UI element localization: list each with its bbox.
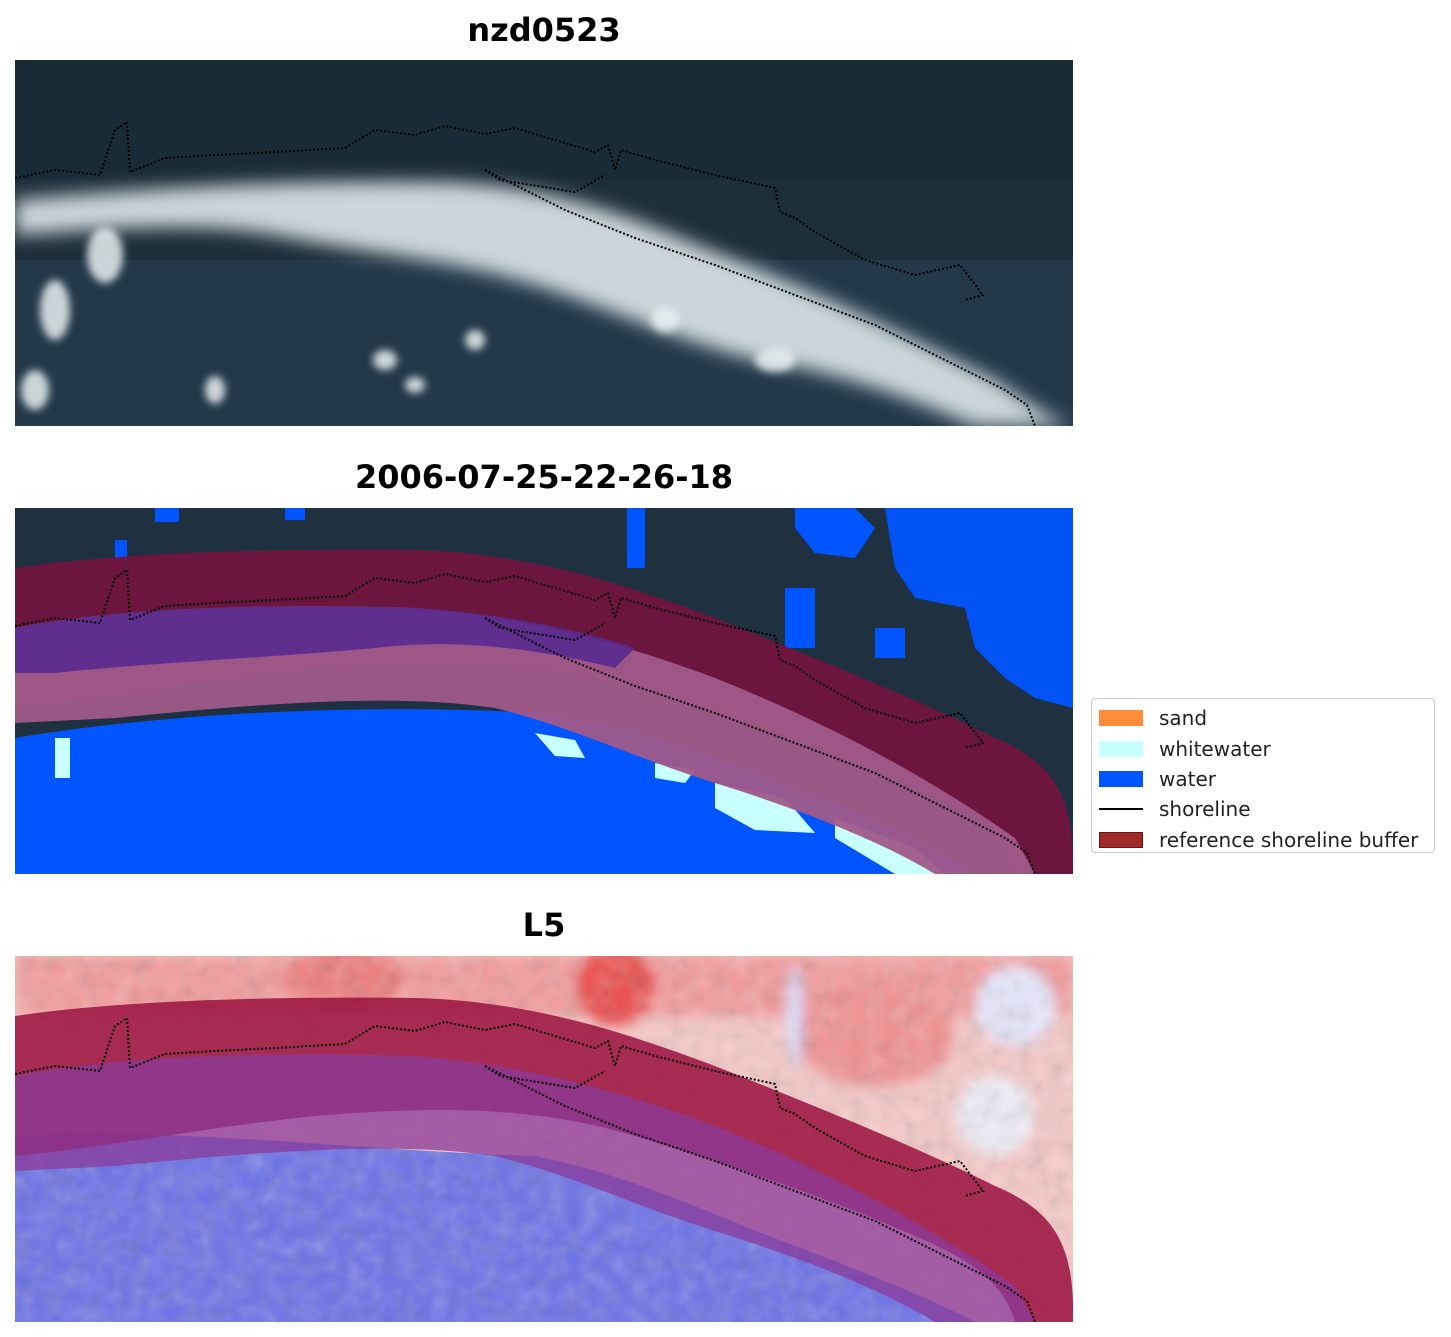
classified-image — [15, 508, 1073, 874]
panel-title-1: nzd0523 — [467, 11, 621, 49]
legend-label: water — [1159, 766, 1216, 791]
legend-label: sand — [1159, 706, 1208, 731]
legend-swatch-shoreline — [1099, 808, 1143, 811]
legend-label: reference shoreline buffer — [1159, 827, 1419, 852]
rgb-image-panel — [15, 60, 1073, 426]
legend-item-shoreline: shoreline — [1098, 794, 1428, 824]
legend-swatch-sand — [1099, 710, 1143, 727]
legend-swatch-water — [1099, 770, 1143, 787]
index-image — [15, 956, 1073, 1322]
panel-title-2: 2006-07-25-22-26-18 — [354, 458, 734, 496]
classification-panel — [15, 508, 1073, 874]
panel-title-3: L5 — [522, 906, 566, 944]
legend-label: whitewater — [1159, 736, 1271, 761]
legend-item-sand: sand — [1098, 703, 1428, 733]
legend-swatch-whitewater — [1099, 740, 1143, 757]
legend: sand whitewater water shoreline referenc… — [1091, 698, 1435, 853]
rgb-satellite-image — [15, 60, 1073, 426]
legend-item-water: water — [1098, 764, 1428, 794]
legend-label: shoreline — [1159, 797, 1251, 822]
legend-item-buffer: reference shoreline buffer — [1098, 825, 1428, 855]
legend-item-whitewater: whitewater — [1098, 733, 1428, 763]
index-panel — [15, 956, 1073, 1322]
legend-swatch-buffer — [1099, 831, 1143, 848]
